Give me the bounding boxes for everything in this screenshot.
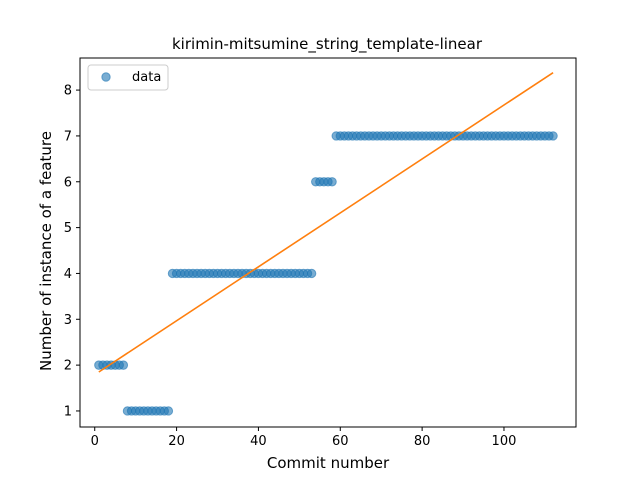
axes: 0 20 40 60 80 100 1 2 3 4 5 6 7 8 [64,57,577,449]
data-point [306,268,317,279]
y-tick-label: 8 [64,84,72,99]
y-tick-label: 4 [64,267,72,282]
data-point [327,177,337,187]
x-tick-label: 20 [168,434,185,449]
legend-marker [101,72,111,82]
y-tick-label: 2 [64,359,72,374]
x-tick-label: 80 [414,434,431,449]
y-tick-label: 1 [64,404,72,419]
x-tick-label: 100 [492,434,517,449]
x-tick-label: 60 [332,434,349,449]
x-axis-label: Commit number [267,454,390,472]
fit-line [98,72,554,373]
legend-label: data [132,70,161,85]
legend-box [87,64,169,91]
y-tick-label: 5 [64,221,72,236]
plot-area [94,72,558,416]
x-tick-label: 40 [250,434,267,449]
data-point [548,131,558,141]
x-tick-label: 0 [91,434,99,449]
chart-title: kirimin-mitsumine_string_template-linear [172,35,483,54]
y-tick-label: 3 [64,313,72,328]
data-point [118,360,129,370]
y-tick-label: 7 [64,129,72,144]
y-tick-label: 6 [64,175,72,190]
legend: data [87,64,169,91]
y-axis-label: Number of instance of a feature [37,131,55,371]
data-point [163,406,174,416]
axes-frame [79,57,577,428]
